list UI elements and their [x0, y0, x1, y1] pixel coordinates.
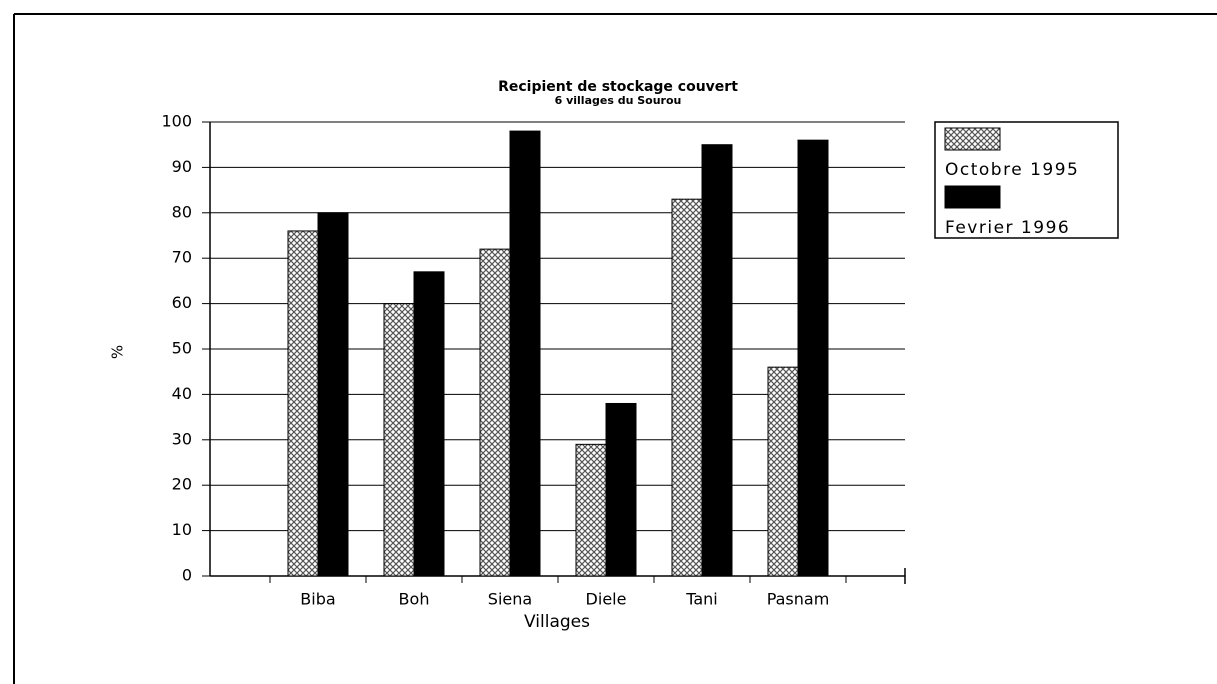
bar [509, 130, 541, 577]
y-tick-label: 80 [172, 202, 192, 221]
x-tick-label: Pasnam [767, 590, 830, 609]
bar [383, 303, 415, 577]
y-tick-label: 30 [172, 429, 192, 448]
legend-label: Octobre 1995 [945, 160, 1079, 180]
bar [605, 402, 637, 577]
bar [479, 248, 511, 577]
bar [797, 139, 829, 577]
y-tick-label: 100 [161, 112, 192, 131]
y-axis-label: % [109, 345, 127, 359]
y-tick-label: 70 [172, 248, 192, 267]
chart-title: Recipient de stockage couvert [498, 79, 738, 95]
x-axis-label: Villages [524, 612, 590, 632]
y-tick-label: 60 [172, 293, 192, 312]
bar [317, 212, 349, 577]
x-tick-label: Siena [488, 590, 532, 609]
y-tick-label: 90 [172, 157, 192, 176]
y-tick-label: 10 [172, 520, 192, 539]
y-tick-label: 50 [172, 339, 192, 358]
bar [287, 230, 319, 577]
y-tick-label: 20 [172, 475, 192, 494]
y-tick-label: 0 [182, 566, 192, 585]
bar [767, 366, 799, 577]
x-tick-label: Diele [586, 590, 627, 609]
legend-swatch [944, 185, 1001, 209]
y-tick-label: 40 [172, 384, 192, 403]
x-tick-label: Tani [685, 590, 718, 609]
bar [701, 144, 733, 577]
bar [575, 443, 607, 577]
x-tick-label: Biba [300, 590, 335, 609]
legend-swatch [944, 127, 1001, 151]
x-tick-label: Boh [399, 590, 430, 609]
bar [413, 271, 445, 577]
chart-subtitle: 6 villages du Sourou [555, 94, 682, 107]
legend-label: Fevrier 1996 [945, 218, 1070, 238]
bar [671, 198, 703, 577]
